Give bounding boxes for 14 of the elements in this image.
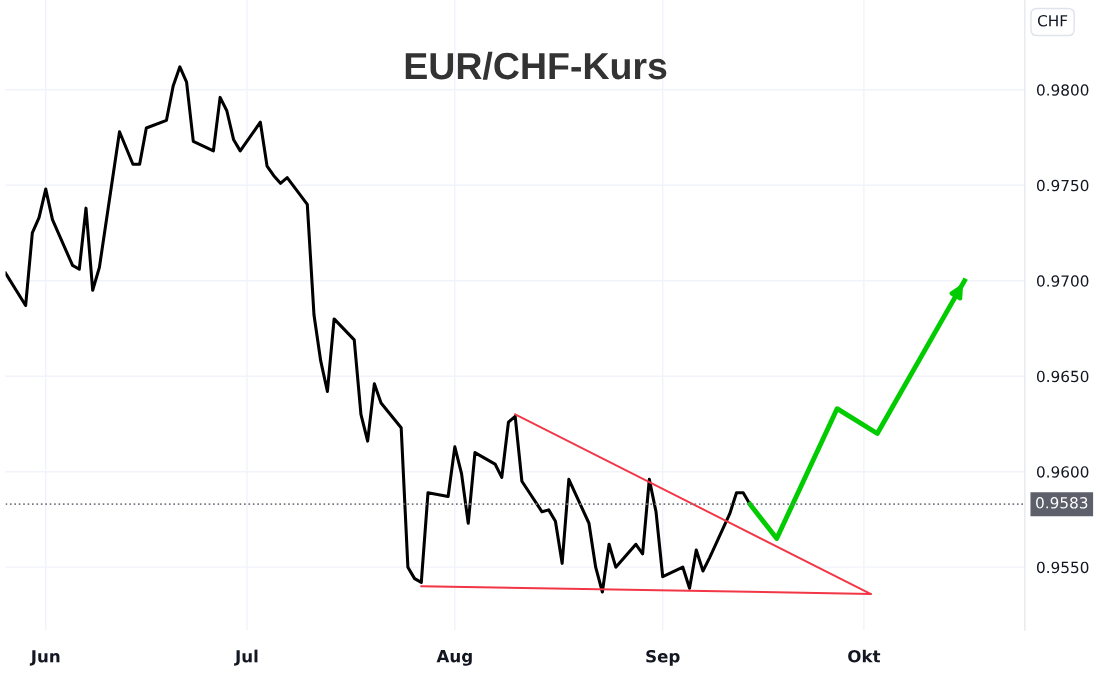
y-tick-label: 0.9750	[1036, 179, 1089, 192]
y-axis-title: CHF	[1037, 14, 1068, 27]
text: EUR/CHF-Kurs	[405, 51, 667, 80]
y-tick-label: 0.9650	[1036, 370, 1089, 383]
y-tick-label: 0.9550	[1036, 561, 1089, 574]
ref-line-label: 0.9583	[1036, 497, 1088, 509]
x-tick-label: Sep	[646, 649, 680, 666]
y-tick-label: 0.9600	[1036, 466, 1089, 478]
x-tick-label: Okt	[848, 649, 881, 663]
x-tick-label: Jun	[29, 650, 60, 666]
y-tick-label: 0.9800	[1036, 84, 1089, 96]
x-tick-label: Jul	[234, 649, 258, 666]
x-tick-label: Aug	[436, 650, 472, 666]
y-tick-label: 0.9700	[1036, 275, 1089, 287]
